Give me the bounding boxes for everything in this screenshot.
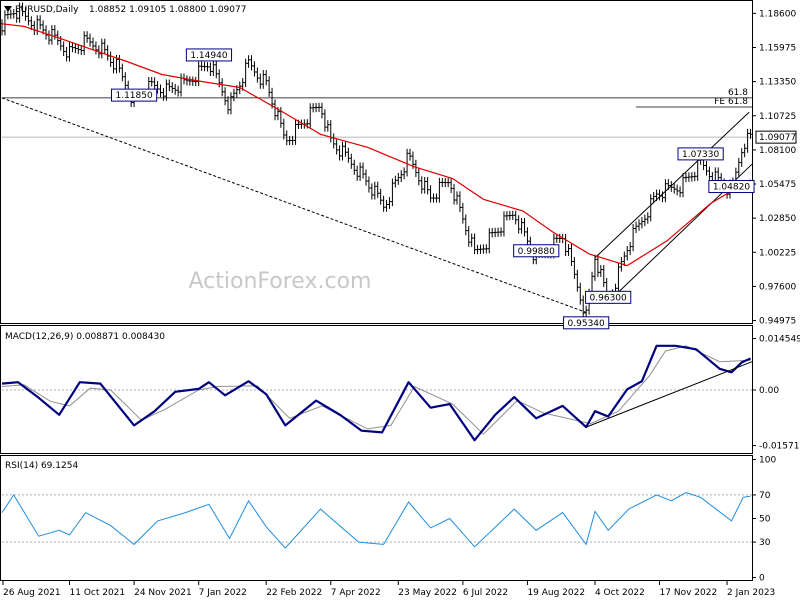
- fib-level-label: 61.8: [728, 88, 748, 98]
- moving-average-line: [1, 23, 751, 267]
- rsi-line: [1, 492, 751, 549]
- current-price-box: [755, 130, 797, 144]
- price-annotation-label: 1.07330: [682, 150, 719, 160]
- rsi-label: RSI(14) 69.1254: [5, 461, 78, 471]
- channel-upper-line: [594, 111, 750, 259]
- price-annotation-label: 0.96300: [590, 293, 627, 303]
- candles: [0, 2, 753, 318]
- panel-frames: [0, 0, 753, 581]
- price-y-tick-label: 1.15975: [759, 43, 796, 53]
- macd-signal-line: [1, 345, 751, 435]
- fib-level-label: FE 61.8: [714, 97, 748, 107]
- price-y-tick-label: 1.10725: [759, 112, 796, 122]
- price-annotation-box: [708, 180, 755, 194]
- x-tick-label: 24 Nov 2021: [134, 588, 192, 598]
- symbol-label: EURUSD,Daily: [15, 5, 79, 15]
- price-y-tick-label: 0.94975: [759, 317, 796, 327]
- price-y-tick-label: 1.02850: [759, 214, 796, 224]
- price-annotation-label: 0.99880: [518, 247, 555, 257]
- x-tick-label: 11 Oct 2021: [70, 588, 126, 598]
- macd-line: [1, 344, 751, 442]
- x-tick-label: 2 Jan 2023: [727, 588, 775, 598]
- rsi-y-tick-label: 30: [759, 538, 771, 548]
- price-y-tick-label: 1.13350: [759, 78, 796, 88]
- rsi-panel-frame: [0, 455, 753, 581]
- x-tick-label: 7 Apr 2022: [331, 588, 381, 598]
- rsi-panel: 100 70 50 30 0: [1, 456, 776, 583]
- price-y-tick-label: 0.97600: [759, 282, 796, 292]
- current-price-label: 1.09077: [759, 133, 796, 143]
- price-annotation-label: 1.11850: [115, 91, 152, 101]
- macd-trend-line: [585, 361, 753, 428]
- watermark: ActionForex.com: [189, 269, 372, 294]
- price-annotation-label: 1.14940: [190, 51, 227, 61]
- x-tick-label: 23 May 2022: [398, 588, 457, 598]
- dropdown-triangle-icon: [4, 6, 12, 12]
- price-annotation-box: [110, 88, 158, 102]
- price-annotation-label: 1.04820: [713, 183, 750, 193]
- price-annotation-box: [677, 147, 724, 161]
- x-tick-label: 19 Aug 2022: [527, 588, 585, 598]
- chart-header: EURUSD,Daily 1.08852 1.09105 1.08800 1.0…: [4, 5, 246, 15]
- macd-label: MACD(12,26,9) 0.008871 0.008430: [5, 332, 165, 342]
- x-tick-label: 4 Oct 2022: [595, 588, 645, 598]
- price-panel: 1.18600 1.15975 1.13350 1.10725 1.08100 1.054…: [0, 2, 797, 330]
- price-annotation-box: [185, 48, 233, 62]
- ohlc-header: 1.08852 1.09105 1.08800 1.09077: [89, 5, 246, 15]
- price-y-tick-label: 1.00225: [759, 248, 796, 258]
- price-annotation-box: [585, 290, 632, 304]
- price-annotation-label: 0.95340: [568, 319, 605, 329]
- x-tick-label: 6 Jul 2022: [463, 588, 508, 598]
- macd-y-tick-label: 0.00: [759, 386, 779, 396]
- rsi-y-tick-label: 50: [759, 515, 771, 525]
- price-y-tick-label: 1.05475: [759, 180, 796, 190]
- long-term-dotted-trend-line: [1, 97, 587, 313]
- x-tick-label: 17 Nov 2022: [660, 588, 718, 598]
- price-annotation-box: [513, 244, 560, 258]
- x-axis: 26 Aug 2021 11 Oct 2021 24 Nov 2021 7 Jan 2…: [2, 581, 775, 598]
- price-y-tick-label: 1.08100: [759, 146, 796, 156]
- rsi-y-tick-label: 100: [759, 456, 776, 466]
- price-annotation-box: [563, 316, 610, 330]
- macd-y-tick-label: 0.014549: [759, 335, 800, 345]
- rsi-y-tick-label: 70: [759, 491, 771, 501]
- x-tick-label: 22 Feb 2022: [266, 588, 322, 598]
- price-y-tick-label: 1.18600: [759, 9, 796, 19]
- macd-y-tick-label: -0.015712: [759, 442, 800, 452]
- rsi-y-tick-label: 0: [759, 573, 765, 583]
- macd-panel: 0.014549 0.00 -0.015712: [1, 335, 800, 452]
- x-tick-label: 7 Jan 2022: [199, 588, 247, 598]
- price-panel-frame: [0, 0, 753, 324]
- x-tick-label: 26 Aug 2021: [3, 588, 61, 598]
